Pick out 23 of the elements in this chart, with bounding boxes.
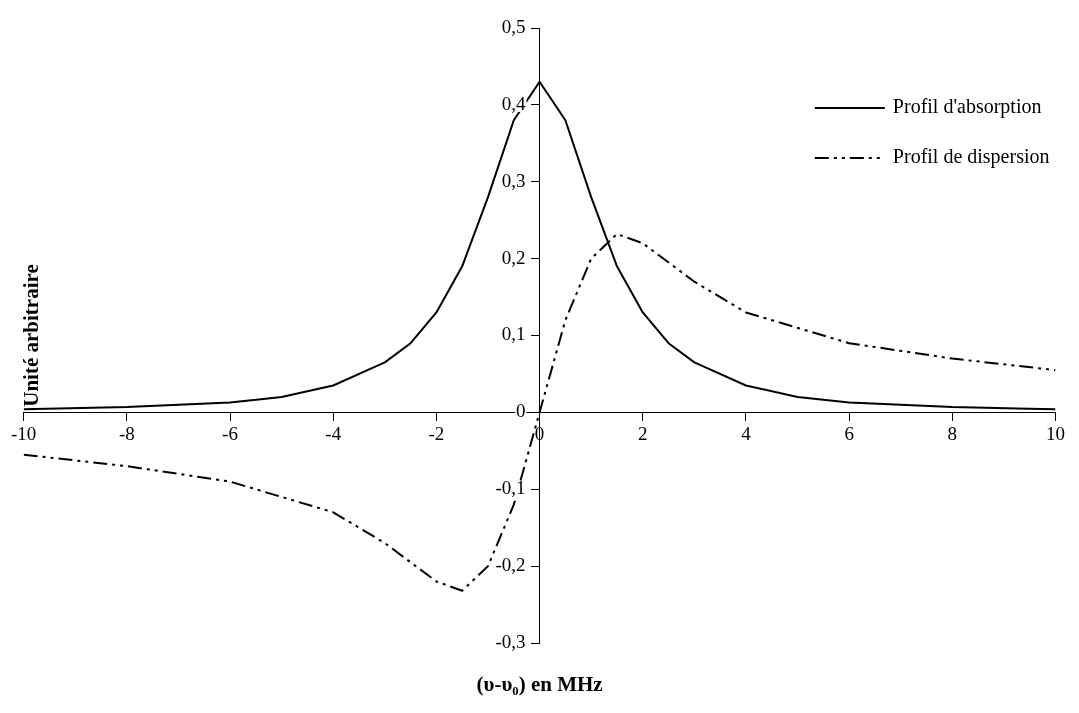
y-tick-label: 0,4 [501,92,527,114]
y-tick-label: -0,3 [495,630,526,652]
y-tick-label: 0 [516,400,526,422]
x-tick-label: 4 [741,422,752,444]
x-tick-label: -10 [11,422,37,444]
y-tick-label: -0,1 [495,477,526,499]
x-tick-label: 10 [1046,422,1065,444]
legend-label: Profil de dispersion [892,145,1050,169]
y-tick-label: 0,3 [501,169,526,191]
x-tick-label: -2 [428,422,445,444]
y-tick-label: -0,2 [495,554,526,576]
x-tick-label: -8 [118,422,135,444]
y-tick-label: 0,5 [501,15,526,37]
x-tick-label: -6 [222,422,238,444]
y-tick-label: 0,1 [501,323,526,345]
x-tick-label: -4 [325,422,342,444]
y-tick-label: 0,2 [501,246,526,268]
x-tick-label: 2 [638,422,648,444]
x-tick-label: 6 [844,422,854,444]
legend-label: Profil d'absorption [892,95,1042,119]
x-tick-label: 8 [947,422,958,444]
y-axis-title: Unité arbitraire [19,264,43,407]
x-axis-title: (υ-υ₀) en MHz [476,672,603,696]
